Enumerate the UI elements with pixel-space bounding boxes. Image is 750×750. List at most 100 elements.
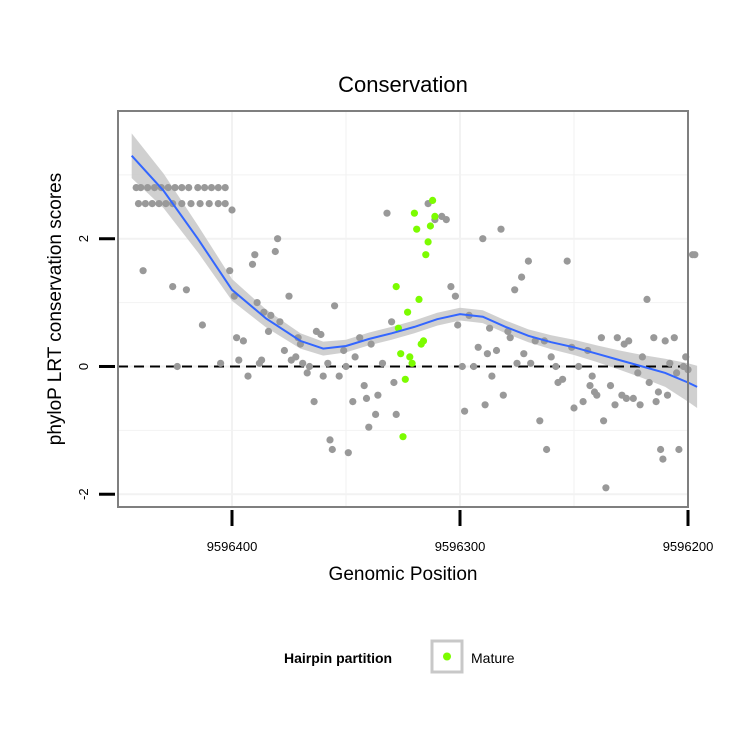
mature-point-9 (413, 225, 421, 233)
gray-point-101 (488, 372, 496, 380)
gray-point-155 (670, 334, 678, 342)
gray-point-152 (661, 337, 669, 345)
gray-point-124 (575, 362, 583, 371)
y-axis-title: phyloP LRT conservation scores (45, 173, 66, 446)
confidence-ribbon (131, 133, 698, 408)
gray-point-89 (447, 283, 455, 291)
legend-key-mature-point (443, 652, 451, 661)
gray-point-49 (276, 318, 284, 326)
gray-point-73 (356, 334, 364, 342)
gray-point-70 (344, 449, 352, 457)
y-tick-label-2: 2 (76, 235, 91, 242)
gray-point-114 (536, 417, 544, 425)
gray-point-24 (214, 200, 222, 208)
mature-point-2 (397, 350, 405, 358)
mature-point-8 (410, 209, 418, 217)
x-tick-label-1: 9596300 (435, 539, 486, 554)
gray-point-6 (171, 184, 179, 192)
gray-point-57 (303, 369, 311, 377)
panel-background (118, 111, 688, 507)
gray-point-147 (650, 334, 658, 342)
mature-point-4 (401, 375, 409, 383)
gray-point-111 (524, 257, 533, 265)
gray-point-82 (388, 318, 396, 326)
mature-point-12 (419, 337, 428, 345)
gray-point-62 (319, 372, 327, 380)
gray-point-136 (613, 334, 621, 342)
y-tick-label-0: -2 (76, 488, 91, 500)
mature-point-6 (406, 353, 414, 361)
gray-point-13 (221, 184, 229, 192)
gray-point-132 (600, 417, 608, 425)
gray-point-107 (511, 286, 519, 294)
gray-point-93 (461, 407, 469, 415)
gray-point-149 (654, 388, 663, 396)
confidence-ribbon-layer (131, 133, 698, 408)
gray-point-77 (367, 340, 375, 348)
gray-point-3 (150, 184, 159, 192)
scatter-points-layer (132, 184, 699, 492)
chart-title: Conservation (338, 72, 468, 97)
gray-point-109 (518, 273, 526, 281)
gray-point-67 (335, 372, 343, 380)
gray-point-9 (194, 184, 202, 192)
gray-point-29 (182, 286, 190, 294)
gray-point-116 (543, 445, 551, 454)
gray-point-69 (342, 362, 350, 371)
gray-point-58 (305, 362, 314, 371)
mature-point-16 (429, 196, 437, 204)
gray-point-20 (178, 200, 186, 208)
gray-point-83 (390, 378, 398, 387)
gray-point-95 (470, 362, 478, 371)
smooth-trend-line (130, 155, 698, 388)
gray-point-145 (643, 295, 651, 303)
gray-point-102 (492, 346, 501, 355)
gray-point-43 (258, 356, 266, 364)
gray-point-106 (506, 334, 514, 342)
gray-point-38 (244, 372, 252, 380)
gray-point-25 (221, 200, 229, 208)
gray-point-45 (264, 327, 273, 335)
gray-point-79 (374, 391, 382, 399)
x-tick-label-0: 9596400 (207, 539, 258, 554)
x-axis: 9596400 9596300 9596200 (207, 510, 714, 554)
gray-point-31 (217, 359, 225, 367)
gray-point-56 (299, 359, 307, 367)
gray-point-117 (547, 353, 555, 361)
legend-title: Hairpin partition (284, 650, 392, 666)
gray-point-133 (602, 484, 610, 492)
gray-point-92 (458, 362, 466, 371)
gray-point-135 (611, 401, 619, 409)
plot-panel (117, 110, 699, 508)
y-tick-label-1: 0 (76, 363, 91, 370)
gray-point-33 (226, 267, 234, 275)
mature-point-5 (404, 308, 412, 316)
gray-point-110 (520, 350, 528, 358)
gray-point-66 (331, 302, 339, 310)
mature-point-0 (392, 283, 400, 291)
gray-point-7 (178, 184, 186, 192)
gray-point-105 (504, 327, 512, 335)
gray-point-91 (454, 321, 462, 329)
gray-point-21 (187, 200, 195, 208)
gray-point-162 (691, 251, 699, 259)
mature-point-3 (399, 433, 407, 441)
x-tick-label-2: 9596200 (663, 539, 714, 554)
gray-point-50 (280, 346, 288, 355)
gray-point-28 (169, 283, 177, 291)
mature-point-13 (422, 251, 430, 259)
gray-point-104 (499, 391, 507, 399)
gray-point-84 (392, 410, 400, 418)
gray-point-75 (362, 394, 371, 402)
x-axis-title: Genomic Position (329, 564, 478, 585)
gray-point-128 (588, 372, 596, 380)
gray-point-35 (233, 334, 241, 342)
gray-point-11 (207, 184, 216, 192)
gray-point-64 (326, 436, 334, 444)
gray-point-1 (137, 184, 145, 192)
gray-point-48 (274, 235, 282, 243)
gray-point-32 (173, 362, 181, 371)
gray-point-142 (634, 369, 642, 377)
gray-point-76 (365, 423, 373, 431)
gray-point-26 (228, 206, 236, 214)
